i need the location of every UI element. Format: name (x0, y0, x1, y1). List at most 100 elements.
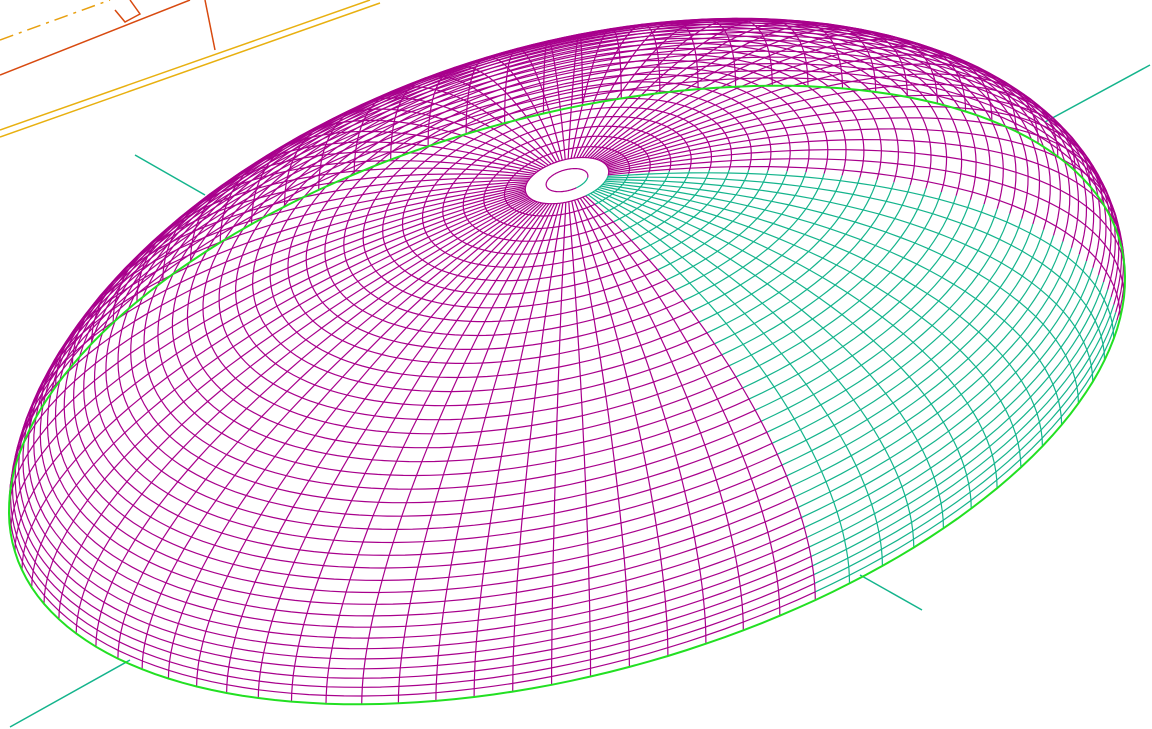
mesh-meridian (504, 47, 563, 161)
mesh-ring (856, 119, 865, 178)
mesh-meridian (601, 63, 1039, 163)
mesh-ring (735, 191, 942, 378)
mesh-ring (422, 106, 709, 269)
axis-line (1044, 64, 1151, 123)
mesh-meridian (597, 188, 972, 509)
drawing-line (0, 0, 371, 131)
mesh-meridian (75, 197, 531, 634)
drawing-line (114, 0, 142, 23)
mesh-ring (682, 173, 825, 302)
drawing-line (0, 0, 111, 41)
mesh-meridian (603, 73, 1059, 164)
mesh-ring (105, 17, 1018, 531)
mesh-ring (1057, 143, 1071, 242)
mesh-ring (621, 170, 690, 232)
mesh-meridian (608, 128, 1120, 239)
mesh-ring (545, 168, 588, 193)
mesh-meridian (136, 160, 535, 302)
mesh-meridian (576, 20, 699, 158)
mesh-meridian (8, 188, 526, 514)
mesh-meridian (582, 196, 781, 616)
axis-line (134, 154, 206, 196)
mesh-ring (594, 173, 630, 205)
mesh-ring (362, 81, 767, 309)
mesh-ring (814, 312, 1117, 584)
mesh-ring (810, 289, 1109, 558)
mesh-ring (794, 247, 1072, 498)
mesh-meridian (512, 202, 564, 692)
mesh-ring (797, 254, 1080, 508)
mesh-ring (742, 195, 957, 389)
mesh-ring (728, 188, 927, 367)
mesh-meridian (251, 119, 544, 225)
mesh-meridian (318, 97, 549, 190)
mesh-meridian (58, 196, 530, 620)
mesh-meridian (361, 203, 553, 705)
mesh-meridian (219, 130, 542, 243)
drawing-line (0, 2, 381, 138)
mesh-ring (806, 274, 1100, 539)
mesh-meridian (605, 180, 1079, 404)
mesh-ring (648, 169, 750, 261)
mesh-meridian (257, 202, 545, 699)
mesh-meridian (567, 33, 584, 159)
axis-line (9, 659, 131, 728)
axis-line (859, 574, 923, 611)
mesh-meridian (40, 181, 528, 409)
mesh-ring (979, 121, 991, 205)
mesh-ring (706, 179, 878, 334)
mesh-ring (324, 66, 805, 337)
mesh-ring (674, 172, 807, 291)
mesh-ring (305, 59, 823, 350)
mesh-meridian (117, 199, 534, 659)
mesh-meridian (576, 198, 707, 644)
mesh-ring (1038, 135, 1051, 230)
mesh-meridian (473, 203, 561, 698)
mesh-meridian (71, 177, 531, 366)
mesh-meridian (592, 26, 908, 159)
mesh-meridian (427, 65, 558, 163)
mesh-ring (1080, 158, 1095, 262)
mesh-ring (157, 21, 968, 477)
mesh-ring (873, 118, 883, 180)
mesh-ring (814, 320, 1118, 593)
mesh-ring (784, 127, 791, 172)
mesh-ring (802, 125, 810, 173)
mesh-meridian (14, 191, 526, 552)
mesh-ring (721, 185, 911, 356)
mesh-meridian (397, 203, 555, 704)
mesh-ring (1004, 126, 1017, 214)
mesh-meridian (606, 179, 1094, 382)
mesh-meridian (570, 28, 622, 159)
mesh-ring (748, 199, 971, 400)
mesh-ring (781, 229, 1045, 466)
dome-mesh (7, 17, 1127, 706)
mesh-ring (760, 208, 998, 422)
mesh-ring (586, 173, 589, 178)
drawing-line (0, 0, 191, 76)
mesh-ring (442, 115, 689, 255)
mesh-ring (808, 281, 1105, 548)
mesh-meridian (579, 197, 744, 631)
mesh-ring (14, 56, 1107, 670)
mesh-meridian (598, 45, 993, 161)
mesh-meridian (435, 203, 558, 701)
mesh-meridian (290, 203, 547, 702)
mesh-ring (8, 77, 1113, 697)
mesh-ring (576, 177, 589, 189)
mesh-ring (1065, 148, 1080, 249)
mesh-ring (890, 117, 900, 183)
mesh-ring (754, 204, 985, 411)
mesh-meridian (167, 201, 538, 679)
mesh-meridian (605, 94, 1091, 187)
mesh-meridian (568, 201, 592, 677)
mesh-ring (714, 182, 895, 345)
mesh-ring (18, 50, 1104, 660)
mesh-meridian (550, 202, 567, 685)
mesh-meridian (196, 201, 540, 687)
axis-lines (9, 64, 1151, 728)
mesh-meridian (21, 193, 527, 571)
mesh-meridian (607, 176, 1106, 361)
